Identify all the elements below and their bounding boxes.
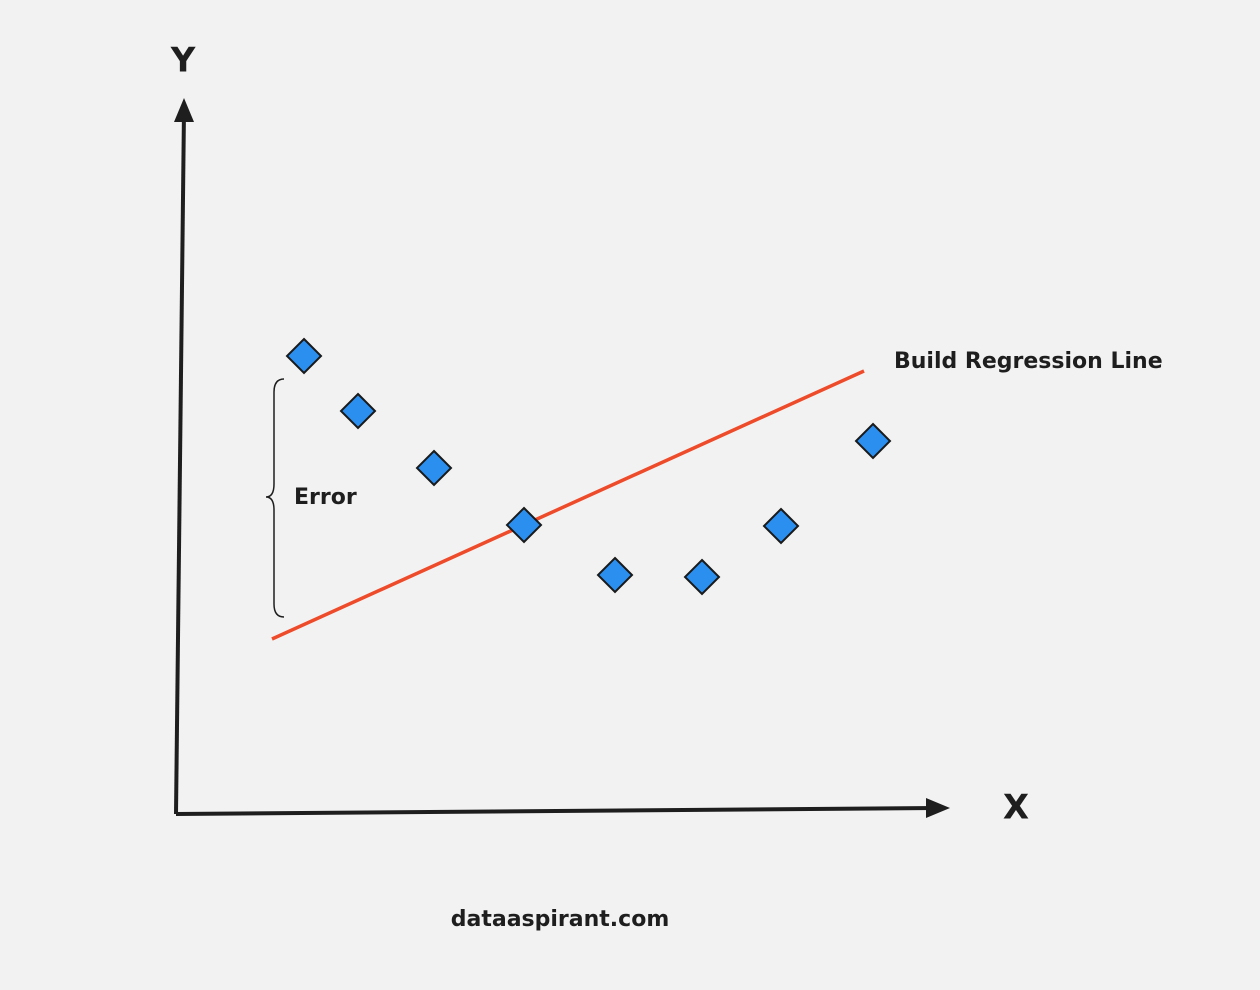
error-label: Error [294, 485, 357, 510]
point [596, 556, 634, 594]
y-axis-label: Y [170, 41, 196, 81]
point [683, 558, 721, 596]
footer: dataaspirant.com [451, 907, 670, 932]
regression-line [271, 369, 865, 641]
error-brace [265, 378, 285, 618]
x-arrowhead [926, 798, 950, 818]
y-axis [174, 109, 186, 815]
point [854, 422, 892, 460]
x-axis-label: X [1003, 788, 1029, 828]
line-label: Build Regression Line [894, 349, 1163, 374]
point [505, 506, 543, 544]
y-arrowhead [174, 98, 194, 122]
point [762, 507, 800, 545]
point [339, 392, 377, 430]
axes [174, 109, 937, 816]
point [285, 337, 323, 375]
point [415, 449, 453, 487]
points [285, 337, 892, 596]
x-axis [175, 806, 937, 816]
